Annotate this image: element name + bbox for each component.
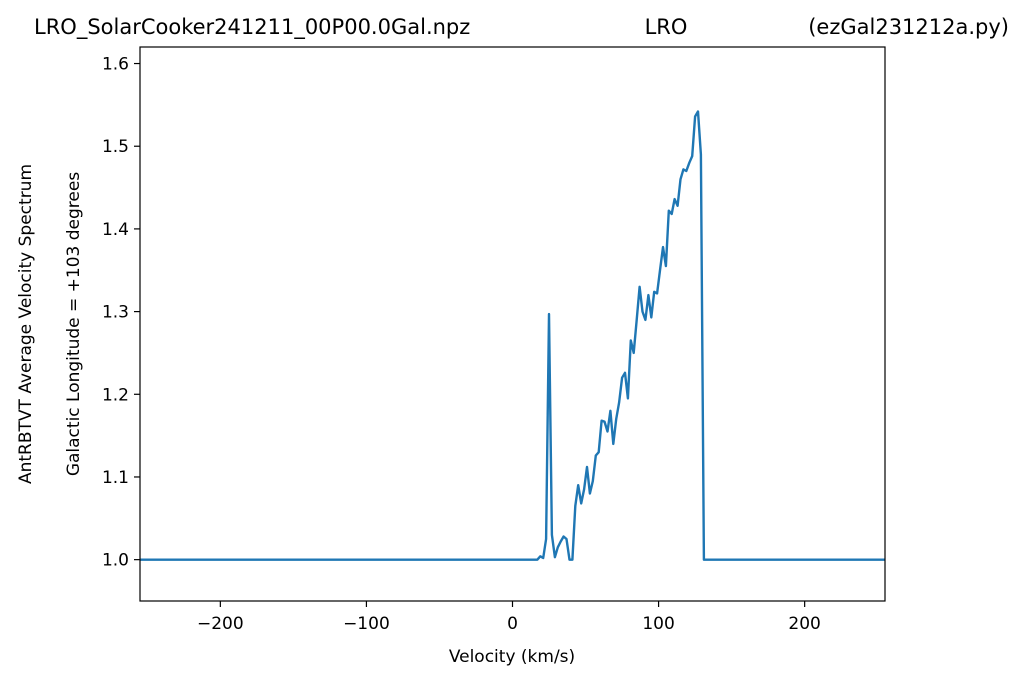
x-tick-label: 200 bbox=[788, 614, 820, 634]
y-tick-label: 1.6 bbox=[102, 55, 129, 75]
y-tick-label: 1.4 bbox=[102, 220, 129, 240]
y-tick-label: 1.2 bbox=[102, 385, 129, 405]
y-tick-label: 1.0 bbox=[102, 551, 129, 571]
y-axis-label-line1: AntRBTVT Average Velocity Spectrum bbox=[16, 164, 36, 484]
y-axis-ticks: 1.0 1.1 1.2 1.3 1.4 1.5 1.6 bbox=[102, 55, 140, 571]
plot-lines bbox=[140, 110, 885, 561]
x-tick-label: 0 bbox=[507, 614, 518, 634]
x-axis-label: Velocity (km/s) bbox=[449, 647, 575, 667]
chart-title-right: (ezGal231212a.py) bbox=[808, 15, 1009, 39]
plot-frame bbox=[139, 46, 886, 602]
x-axis-ticks: −200 −100 0 100 200 bbox=[197, 601, 821, 634]
y-axis-label-line2: Galactic Longitude = +103 degrees bbox=[64, 172, 84, 476]
x-tick-label: −200 bbox=[197, 614, 244, 634]
y-tick-label: 1.3 bbox=[102, 303, 129, 323]
y-tick-label: 1.5 bbox=[102, 137, 129, 157]
x-tick-label: −100 bbox=[343, 614, 390, 634]
x-tick-label: 100 bbox=[642, 614, 674, 634]
series-line bbox=[140, 110, 885, 561]
y-tick-label: 1.1 bbox=[102, 468, 129, 488]
chart-title-left: LRO_SolarCooker241211_00P00.0Gal.npz bbox=[34, 15, 470, 40]
chart-title-center: LRO bbox=[645, 15, 688, 39]
